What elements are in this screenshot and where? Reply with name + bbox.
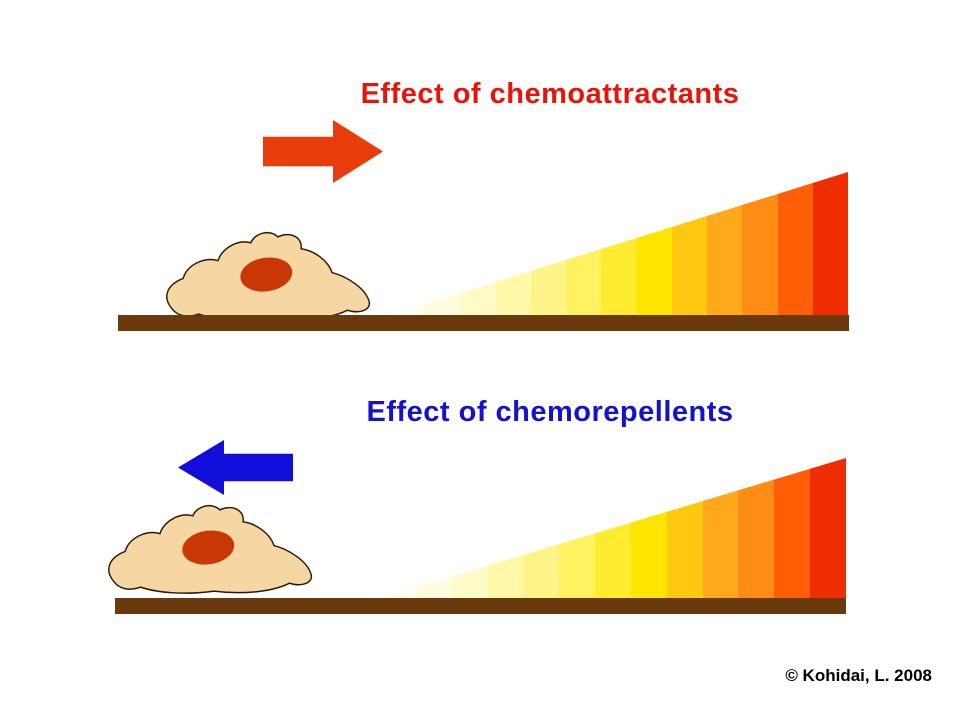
gradient-band	[636, 172, 672, 315]
gradient-band	[415, 458, 452, 598]
concentration-gradient-top	[390, 172, 848, 315]
gradient-band	[671, 172, 708, 315]
right-arrow-icon	[263, 120, 383, 183]
gradient-band	[523, 458, 560, 598]
surface-bar-top	[118, 315, 849, 331]
gradient-band	[595, 458, 631, 598]
gradient-band	[530, 172, 567, 315]
copyright-text: © Kohidai, L. 2008	[785, 666, 932, 685]
gradient-band	[601, 172, 637, 315]
gradient-band	[702, 458, 739, 598]
cell-bottom	[108, 504, 313, 594]
right-arrow-shape	[263, 120, 383, 183]
cell-nucleus	[182, 530, 235, 565]
gradient-band	[812, 172, 848, 315]
gradient-band	[390, 172, 426, 315]
gradient-band	[707, 172, 743, 315]
gradient-band	[559, 458, 596, 598]
gradient-band	[810, 458, 846, 598]
cell-top	[166, 231, 371, 321]
gradient-band	[777, 172, 813, 315]
gradient-band	[774, 458, 811, 598]
gradient-band	[425, 172, 461, 315]
gradient-band	[495, 172, 531, 315]
gradient-band	[738, 458, 775, 598]
surface-bar-bottom	[115, 598, 846, 614]
left-arrow-shape	[178, 440, 293, 495]
gradient-band	[460, 172, 496, 315]
gradient-band	[566, 172, 602, 315]
gradient-band	[451, 458, 488, 598]
gradient-band	[666, 458, 703, 598]
gradient-band	[742, 172, 778, 315]
left-arrow-icon	[178, 440, 293, 495]
chemoattractant-title: Effect of chemoattractants	[360, 78, 740, 110]
chemorepellent-title: Effect of chemorepellents	[366, 396, 734, 428]
cell-nucleus	[240, 257, 293, 292]
concentration-gradient-bottom	[380, 458, 846, 598]
gradient-band	[630, 458, 667, 598]
gradient-band	[380, 458, 416, 598]
gradient-band	[487, 458, 524, 598]
